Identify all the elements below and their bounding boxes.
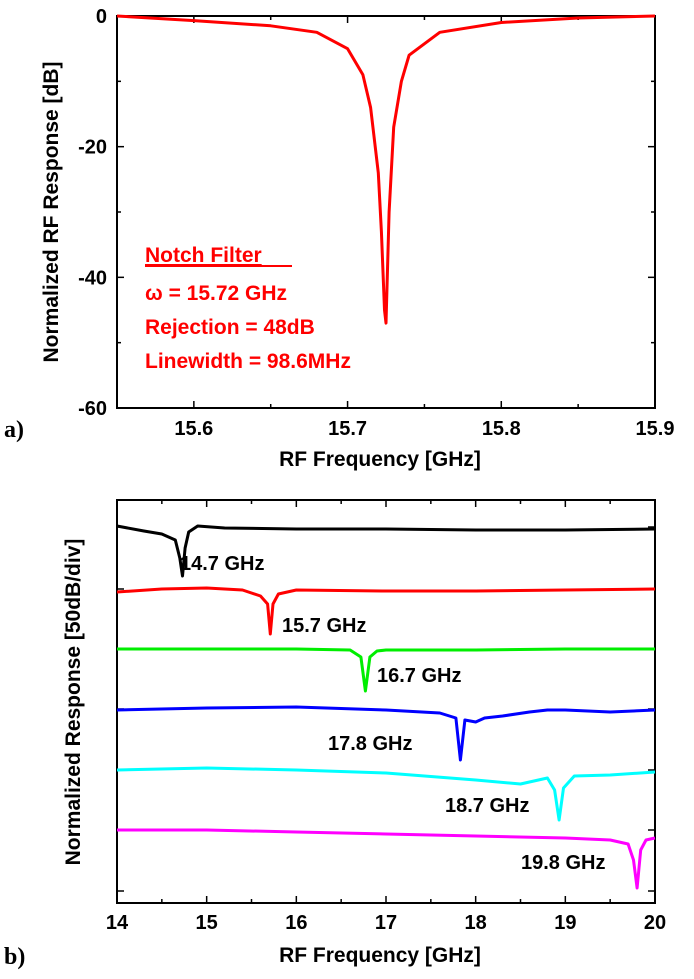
trace-line xyxy=(116,586,656,636)
panel-a-x-tick-label: 15.7 xyxy=(328,418,367,440)
panel-a-x-ticks: 15.6 15.7 15.8 15.9 xyxy=(174,16,674,440)
panel-a-series xyxy=(116,14,656,325)
panel-a-x-axis-label: RF Frequency [GHz] xyxy=(279,448,481,471)
trace-line xyxy=(116,766,656,822)
trace-line xyxy=(116,705,656,762)
annotation-rejection: Rejection = 48dB xyxy=(145,316,315,339)
trace-line xyxy=(116,524,656,578)
panel-a-x-tick-label: 15.6 xyxy=(174,418,213,440)
panel-a: 0 -20 -40 -60 15.6 15.7 15.8 15.9 Normalized R… xyxy=(4,6,674,471)
panel-b-x-tick-label: 19 xyxy=(554,912,576,934)
peak-label: 15.7 GHz xyxy=(282,615,366,637)
peak-label: 16.7 GHz xyxy=(377,665,461,687)
panel-a-y-tick-label: -40 xyxy=(78,267,107,289)
panel-b-x-tick-label: 14 xyxy=(106,912,129,934)
panel-a-y-tick-label: -20 xyxy=(78,137,107,159)
peak-label: 19.8 GHz xyxy=(521,852,605,874)
panel-a-y-axis-label: Normalized RF Response [dB] xyxy=(40,61,63,362)
peak-label: 14.7 GHz xyxy=(180,553,264,575)
panel-a-y-tick-label: -60 xyxy=(78,398,107,420)
panel-b-series: 14.7 GHz 15.7 GHz 16.7 GHz 17.8 GHz 18.7 GHz… xyxy=(116,524,656,890)
panel-a-x-tick-label: 15.8 xyxy=(482,418,521,440)
panel-b-x-tick-label: 15 xyxy=(196,912,218,934)
panel-a-x-tick-label: 15.9 xyxy=(636,418,675,440)
panel-a-label: a) xyxy=(4,417,24,443)
panel-b-x-tick-label: 16 xyxy=(285,912,307,934)
notch-response-line xyxy=(116,14,656,325)
panel-a-y-ticks: 0 -20 -40 -60 xyxy=(78,6,655,420)
trace-line xyxy=(117,647,655,693)
annotation-title: Notch Filter xyxy=(145,244,262,267)
panel-b-x-axis-label: RF Frequency [GHz] xyxy=(279,944,481,967)
notch-filter-annotation: Notch Filter ω = 15.72 GHz Rejection = 4… xyxy=(145,244,351,373)
peak-label: 17.8 GHz xyxy=(328,733,412,755)
trace-line xyxy=(117,828,656,890)
panel-b-x-ticks: 14 15 16 17 18 19 20 xyxy=(106,500,666,934)
panel-b-y-axis-label: Normalized Response [50dB/div] xyxy=(62,539,85,866)
panel-a-y-tick-label: 0 xyxy=(96,6,107,28)
annotation-linewidth: Linewidth = 98.6MHz xyxy=(145,350,351,373)
panel-b-x-tick-label: 20 xyxy=(644,912,666,934)
panel-b-label: b) xyxy=(4,944,25,970)
panel-b-x-tick-label: 17 xyxy=(375,912,397,934)
panel-b-x-tick-label: 18 xyxy=(465,912,487,934)
peak-label: 18.7 GHz xyxy=(445,795,529,817)
annotation-frequency: ω = 15.72 GHz xyxy=(145,282,287,305)
